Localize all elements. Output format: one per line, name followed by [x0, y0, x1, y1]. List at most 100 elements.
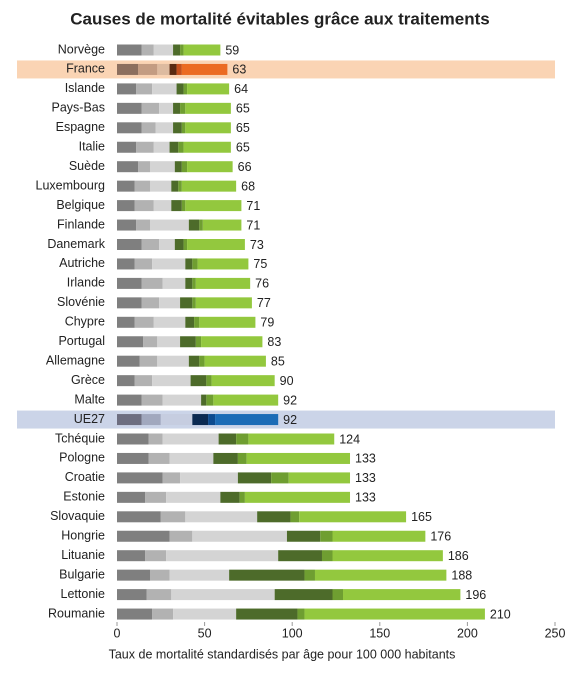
- chart-title: Causes de mortalité évitables grâce aux …: [70, 9, 490, 28]
- bar-segment: [169, 141, 179, 153]
- x-tick-label: 150: [369, 626, 390, 640]
- bar-segment: [286, 530, 321, 542]
- bar-segment: [201, 336, 263, 348]
- bar-segment: [237, 452, 247, 464]
- y-tick-label: Danemark: [47, 237, 105, 251]
- y-tick-label: Slovaquie: [50, 509, 105, 523]
- bar-segment: [117, 472, 163, 484]
- x-axis-label: Taux de mortalité standardisés par âge p…: [109, 647, 456, 661]
- bar-segment: [117, 316, 135, 328]
- bar-segment: [141, 414, 161, 426]
- bar-segment: [246, 452, 351, 464]
- y-tick-label: Belgique: [56, 198, 105, 212]
- bar-segment: [162, 394, 202, 406]
- bar-segment: [117, 589, 147, 601]
- bar-segment: [117, 491, 146, 503]
- total-label: 188: [451, 568, 472, 582]
- bar-segment: [117, 180, 135, 192]
- bar-segment: [183, 141, 231, 153]
- y-tick-label: Lituanie: [61, 548, 105, 562]
- bar-segment: [304, 608, 485, 620]
- bar-segment: [157, 355, 189, 367]
- y-tick-label: Allemagne: [46, 353, 105, 367]
- y-tick-label: Lettonie: [61, 587, 106, 601]
- bar-segment: [181, 180, 237, 192]
- x-tick-label: 50: [198, 626, 212, 640]
- bar-segment: [117, 414, 142, 426]
- y-tick-label: UE27: [74, 412, 105, 426]
- bar-segment: [213, 452, 238, 464]
- bar-segment: [314, 569, 447, 581]
- bar-segment: [288, 472, 351, 484]
- bar-segment: [181, 63, 228, 75]
- bar-segment: [171, 180, 179, 192]
- bar-segment: [171, 200, 182, 212]
- total-label: 133: [355, 452, 376, 466]
- bar-segment: [192, 414, 209, 426]
- total-label: 133: [355, 491, 376, 505]
- bar-segment: [155, 122, 174, 134]
- bar-segment: [206, 375, 212, 387]
- bar-segment: [192, 277, 196, 289]
- bar-segment: [134, 258, 153, 270]
- bar-segment: [117, 122, 142, 134]
- bar-segment: [187, 83, 230, 95]
- bar-segment: [160, 511, 186, 523]
- bar-segment: [134, 200, 154, 212]
- bar-segment: [117, 569, 151, 581]
- total-label: 79: [260, 316, 274, 330]
- y-tick-label: Grèce: [71, 373, 105, 387]
- bar-segment: [141, 394, 163, 406]
- bar-segment: [166, 491, 221, 503]
- total-label: 186: [448, 549, 469, 563]
- bar-segment: [297, 608, 305, 620]
- bar-segment: [143, 336, 158, 348]
- bar-segment: [169, 530, 193, 542]
- bar-segment: [152, 258, 186, 270]
- bar-segment: [188, 355, 200, 367]
- bar-segment: [141, 122, 156, 134]
- bar-segment: [148, 452, 170, 464]
- bar-segment: [208, 414, 216, 426]
- bar-segment: [181, 122, 186, 134]
- bar-segment: [199, 355, 205, 367]
- bar-segment: [236, 608, 298, 620]
- bar-segment: [150, 569, 170, 581]
- bar-segment: [117, 63, 139, 75]
- bar-segment: [141, 297, 160, 309]
- bar-segment: [136, 83, 153, 95]
- total-label: 64: [234, 82, 248, 96]
- bar-segment: [185, 316, 195, 328]
- total-label: 76: [255, 277, 269, 291]
- bar-segment: [197, 258, 249, 270]
- bar-segment: [278, 550, 322, 562]
- bar-segment: [117, 102, 142, 114]
- bar-segment: [257, 511, 291, 523]
- bar-segment: [192, 297, 196, 309]
- bar-segment: [185, 277, 193, 289]
- bar-segment: [183, 83, 188, 95]
- bar-segment: [141, 277, 163, 289]
- bar-segment: [117, 336, 144, 348]
- bar-segment: [201, 394, 207, 406]
- bar-segment: [185, 122, 231, 134]
- bar-segment: [141, 44, 154, 56]
- total-label: 196: [465, 588, 486, 602]
- total-label: 165: [411, 510, 432, 524]
- bar-segment: [174, 239, 184, 250]
- bar-segment: [150, 219, 189, 231]
- bar-segment: [299, 511, 407, 523]
- bar-segment: [117, 394, 142, 406]
- bar-segment: [141, 102, 160, 114]
- bar-segment: [180, 102, 186, 114]
- bar-segment: [202, 219, 242, 231]
- bar-segment: [332, 589, 344, 601]
- y-tick-label: France: [66, 62, 105, 76]
- total-label: 59: [225, 43, 239, 57]
- bar-segment: [117, 44, 142, 56]
- total-label: 65: [236, 141, 250, 155]
- y-tick-label: Norvège: [58, 42, 105, 56]
- total-label: 66: [238, 160, 252, 174]
- y-tick-label: Luxembourg: [36, 178, 106, 192]
- total-label: 83: [267, 335, 281, 349]
